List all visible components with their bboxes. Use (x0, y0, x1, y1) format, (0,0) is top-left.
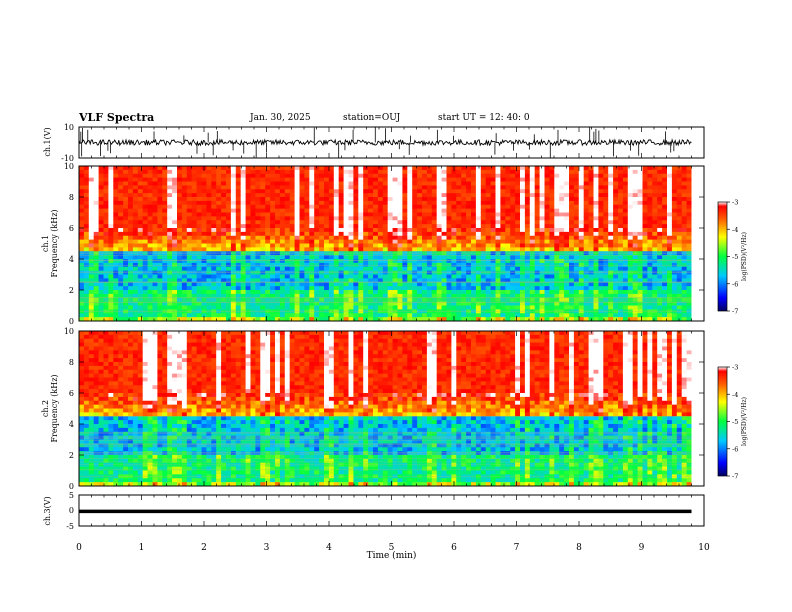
time-tick-label: 2 (201, 543, 207, 553)
freq-tick-label: 10 (64, 327, 74, 336)
channel-ylabel: ch.1 (41, 235, 50, 252)
time-tick-label: 5 (389, 543, 395, 553)
ch3-ylabel: ch.3(V) (43, 496, 52, 525)
ch1-spectrogram-image (79, 166, 704, 322)
colorbar (717, 366, 728, 477)
ch1-ylabel: ch.1(V) (43, 127, 52, 156)
colorbar-tick-label: -7 (732, 473, 738, 481)
chart-title: VLF Spectra (79, 111, 155, 124)
colorbar-label: log(PSD)(V²/Hz) (741, 232, 748, 281)
colorbar-tick-label: -3 (732, 199, 738, 207)
channel-ylabel: ch.2 (41, 400, 50, 417)
time-axis-label: Time (min) (367, 550, 417, 561)
colorbar-tick-label: -3 (732, 364, 738, 372)
colorbar-tick-label: -4 (732, 391, 738, 399)
freq-tick-label: 8 (69, 358, 74, 367)
frequency-ylabel: Frequency (kHz) (50, 374, 59, 442)
colorbar-tick-label: -5 (732, 418, 738, 426)
frequency-ylabel: Frequency (kHz) (50, 209, 59, 277)
freq-tick-label: 2 (69, 286, 74, 295)
freq-tick-label: 0 (69, 482, 74, 491)
colorbar-tick-label: -4 (732, 226, 738, 234)
colorbar-tick-label: -6 (732, 445, 738, 453)
time-tick-label: 9 (639, 543, 645, 553)
time-tick-label: 1 (139, 543, 145, 553)
ch3-ytick-label: 0 (69, 506, 74, 515)
freq-tick-label: 8 (69, 193, 74, 202)
time-tick-label: 8 (576, 543, 582, 553)
start-time-label: start UT = 12: 40: 0 (438, 113, 530, 123)
freq-tick-label: 2 (69, 451, 74, 460)
time-tick-label: 10 (698, 543, 710, 553)
time-tick-label: 0 (76, 543, 82, 553)
freq-tick-label: 4 (69, 420, 74, 429)
colorbar-tick-label: -6 (732, 280, 738, 288)
colorbar-tick-label: -7 (732, 308, 738, 316)
freq-tick-label: 10 (64, 162, 74, 171)
ch2-spectrogram-image (79, 331, 704, 487)
ch3-ytick-label: -5 (66, 522, 74, 531)
ch1-waveform-trace (78, 127, 692, 158)
freq-tick-label: 4 (69, 255, 74, 264)
time-tick-label: 7 (514, 543, 520, 553)
date-label: Jan. 30, 2025 (250, 113, 311, 123)
colorbar-label: log(PSD)(V²/Hz) (741, 397, 748, 446)
time-tick-label: 6 (451, 543, 457, 553)
freq-tick-label: 6 (69, 389, 74, 398)
ch3-ytick-label: 5 (69, 491, 74, 500)
time-tick-label: 3 (264, 543, 270, 553)
station-label: station=OUJ (343, 113, 401, 123)
freq-tick-label: 0 (69, 317, 74, 326)
ch1-ytick-label: 10 (64, 123, 74, 132)
colorbar-tick-label: -5 (732, 253, 738, 261)
freq-tick-label: 6 (69, 224, 74, 233)
time-tick-label: 4 (326, 543, 332, 553)
ch1-ytick-label: -10 (61, 154, 74, 163)
colorbar (717, 201, 728, 312)
